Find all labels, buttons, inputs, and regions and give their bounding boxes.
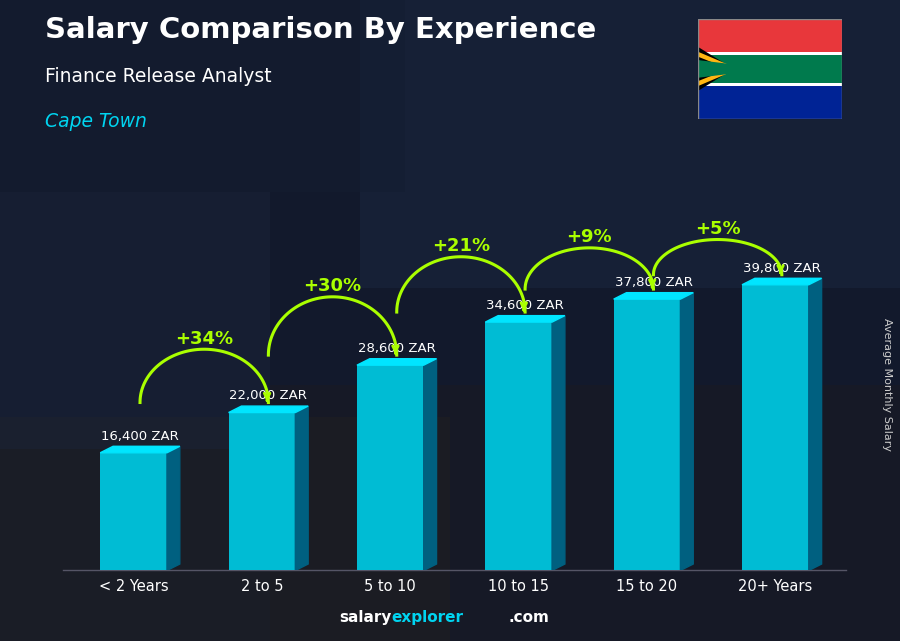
Text: explorer: explorer	[392, 610, 464, 625]
Bar	[698, 83, 842, 86]
Polygon shape	[229, 406, 308, 413]
Bar	[357, 365, 424, 570]
Polygon shape	[357, 359, 436, 365]
Text: 22,000 ZAR: 22,000 ZAR	[230, 390, 307, 403]
Bar	[229, 413, 295, 570]
Polygon shape	[698, 47, 733, 91]
Bar	[100, 453, 167, 570]
Polygon shape	[100, 446, 180, 453]
Polygon shape	[295, 406, 308, 570]
Text: 16,400 ZAR: 16,400 ZAR	[101, 429, 179, 443]
Polygon shape	[424, 359, 436, 570]
Text: Finance Release Analyst: Finance Release Analyst	[45, 67, 272, 87]
Bar	[698, 19, 842, 69]
Bar	[0, 0, 405, 192]
Text: 34,600 ZAR: 34,600 ZAR	[486, 299, 564, 312]
Bar	[0, 192, 270, 449]
Bar	[0, 417, 450, 641]
Text: Average Monthly Salary: Average Monthly Salary	[881, 318, 892, 451]
Polygon shape	[552, 315, 565, 570]
Polygon shape	[680, 293, 693, 570]
Bar	[698, 55, 842, 83]
Bar	[270, 385, 900, 641]
Text: 37,800 ZAR: 37,800 ZAR	[615, 276, 692, 289]
Text: 28,600 ZAR: 28,600 ZAR	[358, 342, 436, 355]
Polygon shape	[698, 56, 729, 81]
Bar	[742, 285, 809, 570]
Text: 39,800 ZAR: 39,800 ZAR	[742, 262, 821, 275]
Text: Salary Comparison By Experience: Salary Comparison By Experience	[45, 16, 596, 44]
Text: +9%: +9%	[566, 228, 612, 246]
Polygon shape	[698, 51, 738, 87]
Polygon shape	[614, 293, 693, 299]
Bar	[485, 322, 552, 570]
Text: .com: .com	[508, 610, 549, 625]
Bar	[698, 69, 842, 119]
Text: +5%: +5%	[695, 220, 741, 238]
Bar	[698, 52, 842, 55]
Polygon shape	[485, 315, 565, 322]
Text: +21%: +21%	[432, 237, 490, 255]
Text: +34%: +34%	[176, 329, 233, 348]
Text: salary: salary	[339, 610, 392, 625]
Polygon shape	[809, 278, 822, 570]
Bar	[360, 0, 900, 288]
Bar	[614, 299, 680, 570]
Polygon shape	[167, 446, 180, 570]
Text: Cape Town: Cape Town	[45, 112, 147, 131]
Polygon shape	[742, 278, 822, 285]
Polygon shape	[698, 60, 770, 78]
Text: +30%: +30%	[303, 278, 362, 296]
